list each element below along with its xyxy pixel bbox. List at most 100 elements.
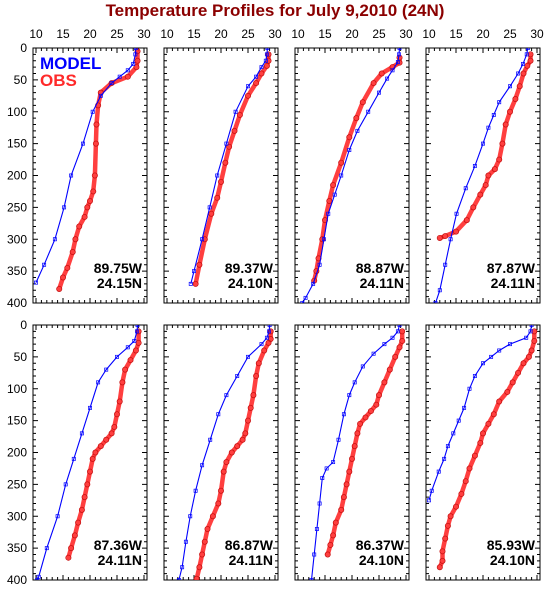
- obs-point: [348, 455, 355, 462]
- longitude-label: 89.37W: [225, 260, 274, 276]
- obs-line: [437, 329, 537, 570]
- x-tick-label: 30: [137, 27, 151, 41]
- model-point: [133, 52, 138, 57]
- obs-point: [458, 490, 465, 497]
- obs-point: [68, 545, 75, 552]
- obs-point: [351, 443, 358, 450]
- model-point: [524, 335, 529, 340]
- obs-point: [373, 401, 380, 408]
- model-point: [259, 65, 264, 70]
- model-point: [188, 281, 193, 286]
- model-point: [437, 288, 442, 293]
- x-tick-label: 25: [110, 27, 124, 41]
- model-point: [115, 354, 119, 359]
- y-tick-label: 400: [7, 573, 27, 587]
- panel-plot-area: [35, 325, 142, 580]
- obs-point: [528, 347, 535, 354]
- obs-point: [133, 64, 140, 71]
- model-point: [133, 48, 138, 50]
- obs-point: [375, 392, 382, 399]
- model-point: [81, 141, 85, 146]
- model-point: [463, 186, 468, 191]
- obs-point: [354, 430, 361, 437]
- model-point: [390, 335, 395, 340]
- y-tick-label: 250: [7, 477, 27, 491]
- obs-point: [217, 487, 224, 494]
- model-point: [311, 281, 316, 286]
- model-point: [98, 93, 103, 98]
- obs-point: [60, 274, 67, 281]
- y-tick-label: 0: [20, 41, 27, 55]
- model-point: [71, 456, 76, 461]
- y-tick-label: 0: [20, 318, 27, 332]
- obs-point: [463, 217, 470, 224]
- obs-point: [447, 513, 454, 520]
- model-point: [497, 348, 502, 353]
- obs-point: [504, 388, 511, 395]
- y-tick-label: 350: [7, 541, 27, 555]
- obs-point: [512, 96, 519, 103]
- model-point: [208, 437, 213, 442]
- y-tick-label: 50: [14, 350, 28, 364]
- model-point: [456, 418, 461, 423]
- legend-model: MODEL: [40, 54, 101, 73]
- model-point: [263, 58, 268, 63]
- model-point: [264, 335, 269, 340]
- obs-point: [343, 481, 350, 488]
- x-tick-label: 15: [449, 27, 463, 41]
- model-point: [397, 325, 402, 327]
- obs-point: [520, 70, 527, 77]
- model-point: [135, 325, 140, 327]
- obs-point: [108, 80, 115, 87]
- model-point: [215, 173, 220, 178]
- obs-point: [72, 236, 79, 243]
- model-line: [301, 48, 401, 303]
- longitude-label: 87.36W: [94, 537, 143, 553]
- model-point: [62, 205, 67, 210]
- obs-point: [490, 411, 497, 418]
- latitude-label: 24.11N: [491, 275, 535, 291]
- obs-point: [330, 182, 337, 189]
- obs-point: [239, 436, 246, 443]
- model-point: [34, 280, 38, 285]
- obs-point: [261, 347, 268, 354]
- model-point: [467, 386, 472, 391]
- model-point: [427, 498, 431, 503]
- obs-point: [199, 551, 206, 558]
- obs-point: [338, 159, 345, 166]
- model-point: [352, 380, 357, 385]
- obs-point: [247, 404, 254, 411]
- model-point: [336, 437, 341, 442]
- x-tick-label: 15: [56, 27, 70, 41]
- y-tick-label: 150: [7, 414, 27, 428]
- panel-plot-area: [427, 325, 538, 571]
- obs-point: [253, 372, 260, 379]
- obs-point: [362, 414, 369, 421]
- model-point: [188, 514, 193, 519]
- model-line: [35, 48, 137, 283]
- obs-point: [381, 379, 388, 386]
- x-tick-label: 20: [83, 27, 97, 41]
- obs-point: [87, 197, 94, 204]
- obs-point: [69, 248, 76, 255]
- obs-point: [324, 551, 331, 558]
- obs-point: [201, 538, 208, 545]
- model-point: [235, 374, 240, 378]
- obs-point: [330, 532, 337, 539]
- model-point: [508, 84, 512, 89]
- model-point: [309, 578, 314, 580]
- latitude-label: 24.10N: [228, 275, 273, 291]
- model-point: [90, 109, 95, 114]
- model-point: [267, 329, 272, 334]
- obs-point: [357, 420, 364, 427]
- model-point: [442, 456, 447, 461]
- model-point: [377, 90, 381, 95]
- obs-point: [56, 285, 63, 292]
- model-point: [397, 48, 402, 50]
- obs-point: [509, 379, 516, 386]
- model-point: [180, 565, 185, 570]
- obs-point: [127, 357, 134, 364]
- model-point: [390, 68, 395, 73]
